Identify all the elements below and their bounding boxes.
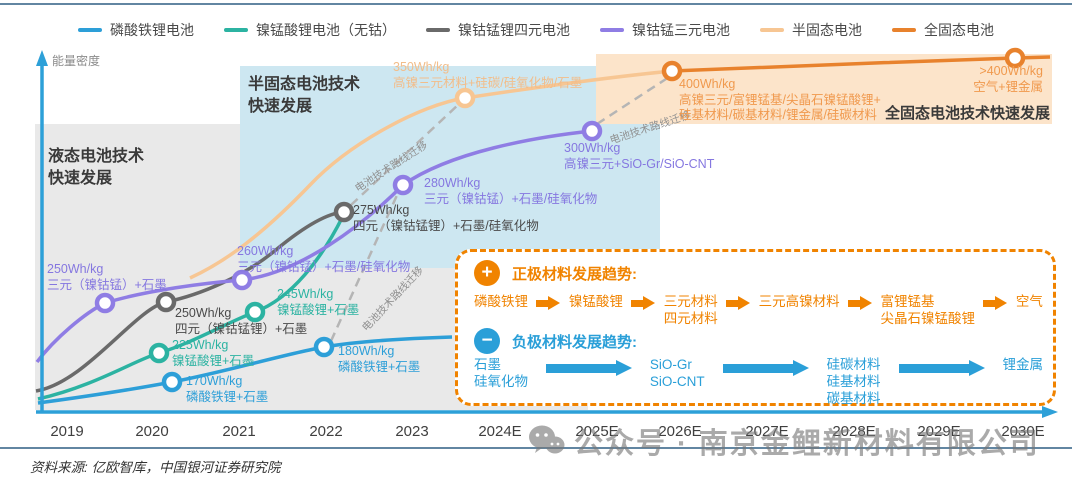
point-label-400: 400Wh/kg 高镍三元/富锂锰基/尖晶石镍锰酸锂+ 硅基材料/碳基材料/锂金属/… — [679, 77, 881, 123]
x-tick-2022: 2022 — [309, 423, 343, 440]
legend-swatch-lfp — [78, 28, 102, 32]
arrow-right-icon — [545, 360, 632, 376]
x-tick-2021: 2021 — [222, 423, 256, 440]
cathode-item: 镍锰酸锂 — [568, 294, 623, 309]
point-label-250-ternary: 250Wh/kg 三元（镍钴锰）+石墨 — [47, 262, 167, 292]
legend-swatch-lnmo — [224, 28, 248, 32]
point-label-350: 350Wh/kg 高镍三元材料+硅碳/硅氧化物/石墨 — [393, 60, 583, 90]
point-label-gt400: >400Wh/kg 空气+锂金属 — [973, 64, 1043, 94]
minus-icon: − — [474, 328, 500, 354]
x-tick-2023: 2023 — [395, 423, 429, 440]
arrow-right-icon — [898, 360, 985, 376]
arrow-right-icon — [536, 296, 561, 310]
legend-label: 磷酸铁锂电池 — [110, 22, 194, 38]
x-tick-2028e: 2028E — [832, 423, 876, 440]
anode-trend-chain: 石墨 硅氧化物 SiO-Gr SiO-CNT 硅碳材料 硅基材料 碳基材料 锂金属 — [474, 357, 1043, 408]
legend-swatch-quaternary — [426, 28, 450, 32]
legend-item-lnmo: 镍锰酸锂电池（无钴） — [224, 20, 396, 40]
legend-swatch-semi-solid — [760, 28, 784, 32]
x-tick-2030e: 2030E — [1001, 423, 1045, 440]
arrow-right-icon — [983, 296, 1008, 310]
legend-label: 镍钴锰锂四元电池 — [458, 22, 570, 38]
region-label-all-solid: 全固态电池技术快速发展 — [884, 105, 1050, 122]
legend-item-solid: 全固态电池 — [892, 20, 994, 40]
region-label-liquid: 液态电池技术 快速发展 — [48, 148, 145, 187]
anode-trend-title-row: − 负极材料发展趋势: — [474, 328, 1043, 354]
legend-item-semi-solid: 半固态电池 — [760, 20, 862, 40]
anode-item: SiO-Gr SiO-CNT — [649, 357, 705, 389]
cathode-item: 空气 — [1015, 294, 1043, 309]
x-tick-2019: 2019 — [50, 423, 84, 440]
cathode-item: 富锂锰基 尖晶石镍锰酸锂 — [880, 294, 976, 326]
cathode-trend-title-row: + 正极材料发展趋势: — [474, 260, 1043, 286]
cathode-item: 三元高镍材料 — [758, 294, 840, 309]
point-label-275: 275Wh/kg 四元（镍钴锰锂）+石墨/硅氧化物 — [353, 203, 539, 233]
legend-item-quaternary: 镍钴锰锂四元电池 — [426, 20, 570, 40]
cathode-item: 三元材料 四元材料 — [663, 294, 718, 326]
arrow-right-icon — [848, 296, 873, 310]
legend-item-lfp: 磷酸铁锂电池 — [78, 20, 194, 40]
plus-icon: + — [474, 260, 500, 286]
point-label-180: 180Wh/kg 磷酸铁锂+石墨 — [338, 344, 421, 374]
anode-trend-title: 负极材料发展趋势: — [512, 333, 637, 351]
cathode-trend-title: 正极材料发展趋势: — [512, 265, 637, 283]
cathode-item: 磷酸铁锂 — [474, 294, 528, 309]
anode-item: 硅碳材料 硅基材料 碳基材料 — [826, 357, 881, 406]
source-note: 资料来源: 亿欧智库，中国银河证券研究院 — [30, 460, 281, 475]
anode-item: 锂金属 — [1002, 357, 1043, 372]
x-tick-2026e: 2026E — [658, 423, 702, 440]
legend-label: 镍钴锰三元电池 — [632, 22, 730, 38]
wechat-icon — [529, 425, 565, 454]
arrow-right-icon — [726, 296, 751, 310]
watermark: 公众号 · 南京金鲤新材料有限公司 — [528, 420, 1040, 462]
anode-item: 石墨 硅氧化物 — [474, 357, 528, 389]
x-tick-2027e: 2027E — [745, 423, 789, 440]
point-label-260: 260Wh/kg 三元（镍钴锰）+石墨/硅氧化物 — [237, 244, 411, 274]
legend-swatch-ternary — [600, 28, 624, 32]
point-label-225: 225Wh/kg 镍锰酸锂+石墨 — [172, 338, 255, 368]
bottom-border-line — [0, 447, 1072, 449]
legend-label: 半固态电池 — [792, 22, 862, 38]
legend-item-ternary: 镍钴锰三元电池 — [600, 20, 730, 40]
point-label-300: 300Wh/kg 高镍三元+SiO-Gr/SiO-CNT — [564, 141, 715, 171]
watermark-text: 公众号 · 南京金鲤新材料有限公司 — [574, 428, 1040, 460]
legend-label: 全固态电池 — [924, 22, 994, 38]
x-tick-2025e: 2025E — [575, 423, 619, 440]
legend-label: 镍锰酸锂电池（无钴） — [256, 22, 396, 38]
x-tick-2029e: 2029E — [917, 423, 961, 440]
point-label-250-quaternary: 250Wh/kg 四元（镍钴锰锂）+石墨 — [175, 306, 308, 336]
x-tick-2024e: 2024E — [478, 423, 522, 440]
arrow-right-icon — [631, 296, 656, 310]
cathode-trend-chain: 磷酸铁锂 镍锰酸锂 三元材料 四元材料 三元高镍材料 富锂锰基 尖晶石镍锰酸锂 空气 — [474, 294, 1043, 328]
point-label-170: 170Wh/kg 磷酸铁锂+石墨 — [186, 374, 269, 404]
material-trend-box: + 正极材料发展趋势: 磷酸铁锂 镍锰酸锂 三元材料 四元材料 三元高镍材料 富锂… — [455, 249, 1056, 406]
x-tick-2020: 2020 — [135, 423, 169, 440]
point-label-280: 280Wh/kg 三元（镍钴锰）+石墨/硅氧化物 — [424, 176, 598, 206]
y-axis-label: 能量密度 — [52, 54, 101, 68]
top-border-line — [0, 3, 1072, 5]
legend-swatch-solid — [892, 28, 916, 32]
region-label-semi-solid: 半固态电池技术 快速发展 — [248, 76, 361, 115]
chart-legend: 磷酸铁锂电池 镍锰酸锂电池（无钴） 镍钴锰锂四元电池 镍钴锰三元电池 半固态电池… — [0, 20, 1072, 40]
arrow-right-icon — [722, 360, 809, 376]
